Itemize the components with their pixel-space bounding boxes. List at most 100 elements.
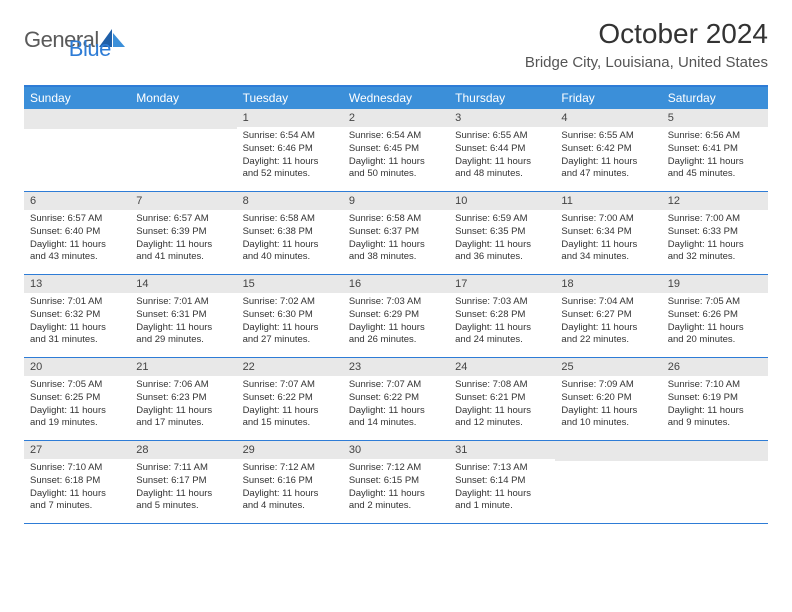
daylight-line: Daylight: 11 hours and 48 minutes. xyxy=(455,156,549,182)
calendar-cell: 6Sunrise: 6:57 AMSunset: 6:40 PMDaylight… xyxy=(24,192,130,274)
calendar-cell xyxy=(24,109,130,191)
sunrise-line: Sunrise: 7:08 AM xyxy=(455,379,549,392)
sunrise-line: Sunrise: 7:03 AM xyxy=(349,296,443,309)
day-number: 26 xyxy=(662,358,768,376)
sunset-line: Sunset: 6:31 PM xyxy=(136,309,230,322)
cell-body: Sunrise: 7:04 AMSunset: 6:27 PMDaylight:… xyxy=(555,293,661,353)
daylight-line: Daylight: 11 hours and 32 minutes. xyxy=(668,239,762,265)
calendar-cell: 13Sunrise: 7:01 AMSunset: 6:32 PMDayligh… xyxy=(24,275,130,357)
day-number: 3 xyxy=(449,109,555,127)
sunset-line: Sunset: 6:22 PM xyxy=(349,392,443,405)
day-number: 18 xyxy=(555,275,661,293)
daylight-line: Daylight: 11 hours and 7 minutes. xyxy=(30,488,124,514)
sunrise-line: Sunrise: 7:09 AM xyxy=(561,379,655,392)
calendar-week: 27Sunrise: 7:10 AMSunset: 6:18 PMDayligh… xyxy=(24,441,768,524)
calendar-cell xyxy=(555,441,661,523)
day-number: 17 xyxy=(449,275,555,293)
calendar-cell: 8Sunrise: 6:58 AMSunset: 6:38 PMDaylight… xyxy=(237,192,343,274)
calendar-week: 13Sunrise: 7:01 AMSunset: 6:32 PMDayligh… xyxy=(24,275,768,358)
daylight-line: Daylight: 11 hours and 41 minutes. xyxy=(136,239,230,265)
daylight-line: Daylight: 11 hours and 52 minutes. xyxy=(243,156,337,182)
sunrise-line: Sunrise: 6:55 AM xyxy=(561,130,655,143)
cell-body: Sunrise: 7:05 AMSunset: 6:26 PMDaylight:… xyxy=(662,293,768,353)
cell-body: Sunrise: 6:54 AMSunset: 6:45 PMDaylight:… xyxy=(343,127,449,187)
calendar-cell xyxy=(130,109,236,191)
sunrise-line: Sunrise: 7:00 AM xyxy=(561,213,655,226)
day-header: Friday xyxy=(555,87,661,109)
calendar-cell: 30Sunrise: 7:12 AMSunset: 6:15 PMDayligh… xyxy=(343,441,449,523)
sunset-line: Sunset: 6:26 PM xyxy=(668,309,762,322)
day-number: 21 xyxy=(130,358,236,376)
sunset-line: Sunset: 6:37 PM xyxy=(349,226,443,239)
daylight-line: Daylight: 11 hours and 17 minutes. xyxy=(136,405,230,431)
daylight-line: Daylight: 11 hours and 31 minutes. xyxy=(30,322,124,348)
cell-body: Sunrise: 7:01 AMSunset: 6:31 PMDaylight:… xyxy=(130,293,236,353)
sunrise-line: Sunrise: 7:10 AM xyxy=(30,462,124,475)
day-number: 22 xyxy=(237,358,343,376)
sunrise-line: Sunrise: 7:06 AM xyxy=(136,379,230,392)
daylight-line: Daylight: 11 hours and 29 minutes. xyxy=(136,322,230,348)
sunrise-line: Sunrise: 7:03 AM xyxy=(455,296,549,309)
sunrise-line: Sunrise: 7:01 AM xyxy=(30,296,124,309)
sunset-line: Sunset: 6:40 PM xyxy=(30,226,124,239)
cell-body: Sunrise: 7:03 AMSunset: 6:29 PMDaylight:… xyxy=(343,293,449,353)
day-number: 1 xyxy=(237,109,343,127)
sunset-line: Sunset: 6:38 PM xyxy=(243,226,337,239)
sunset-line: Sunset: 6:34 PM xyxy=(561,226,655,239)
cell-body xyxy=(662,461,768,470)
day-header: Thursday xyxy=(449,87,555,109)
calendar-cell: 14Sunrise: 7:01 AMSunset: 6:31 PMDayligh… xyxy=(130,275,236,357)
calendar-cell: 9Sunrise: 6:58 AMSunset: 6:37 PMDaylight… xyxy=(343,192,449,274)
sunset-line: Sunset: 6:46 PM xyxy=(243,143,337,156)
calendar-cell: 23Sunrise: 7:07 AMSunset: 6:22 PMDayligh… xyxy=(343,358,449,440)
day-number: 15 xyxy=(237,275,343,293)
sunrise-line: Sunrise: 7:10 AM xyxy=(668,379,762,392)
calendar-cell: 29Sunrise: 7:12 AMSunset: 6:16 PMDayligh… xyxy=(237,441,343,523)
day-headers: SundayMondayTuesdayWednesdayThursdayFrid… xyxy=(24,87,768,109)
daylight-line: Daylight: 11 hours and 9 minutes. xyxy=(668,405,762,431)
calendar-cell: 21 Sunrise: 7:06 AMSunset: 6:23 PMDayligh… xyxy=(130,358,236,440)
sunset-line: Sunset: 6:20 PM xyxy=(561,392,655,405)
sunset-line: Sunset: 6:23 PM xyxy=(136,392,230,405)
day-number: 12 xyxy=(662,192,768,210)
daylight-line: Daylight: 11 hours and 5 minutes. xyxy=(136,488,230,514)
cell-body: Sunrise: 7:03 AMSunset: 6:28 PMDaylight:… xyxy=(449,293,555,353)
header: General Blue October 2024 Bridge City, L… xyxy=(24,18,768,71)
daylight-line: Daylight: 11 hours and 47 minutes. xyxy=(561,156,655,182)
calendar-cell: 25Sunrise: 7:09 AMSunset: 6:20 PMDayligh… xyxy=(555,358,661,440)
calendar-cell: 11Sunrise: 7:00 AMSunset: 6:34 PMDayligh… xyxy=(555,192,661,274)
day-number: 14 xyxy=(130,275,236,293)
cell-body: Sunrise: 7:13 AMSunset: 6:14 PMDaylight:… xyxy=(449,459,555,519)
sunrise-line: Sunrise: 7:12 AM xyxy=(349,462,443,475)
sunrise-line: Sunrise: 6:54 AM xyxy=(349,130,443,143)
daylight-line: Daylight: 11 hours and 19 minutes. xyxy=(30,405,124,431)
sunset-line: Sunset: 6:16 PM xyxy=(243,475,337,488)
daylight-line: Daylight: 11 hours and 12 minutes. xyxy=(455,405,549,431)
sunrise-line: Sunrise: 7:07 AM xyxy=(349,379,443,392)
title-block: October 2024 Bridge City, Louisiana, Uni… xyxy=(525,18,768,71)
calendar: SundayMondayTuesdayWednesdayThursdayFrid… xyxy=(24,85,768,524)
cell-body: Sunrise: 7:08 AMSunset: 6:21 PMDaylight:… xyxy=(449,376,555,436)
cell-body: Sunrise: 7:02 AMSunset: 6:30 PMDaylight:… xyxy=(237,293,343,353)
cell-body: Sunrise: 6:55 AMSunset: 6:44 PMDaylight:… xyxy=(449,127,555,187)
calendar-cell: 5Sunrise: 6:56 AMSunset: 6:41 PMDaylight… xyxy=(662,109,768,191)
sunset-line: Sunset: 6:18 PM xyxy=(30,475,124,488)
calendar-week: 20Sunrise: 7:05 AMSunset: 6:25 PMDayligh… xyxy=(24,358,768,441)
day-number xyxy=(555,441,661,461)
daylight-line: Daylight: 11 hours and 43 minutes. xyxy=(30,239,124,265)
calendar-cell: 10Sunrise: 6:59 AMSunset: 6:35 PMDayligh… xyxy=(449,192,555,274)
sunrise-line: Sunrise: 7:07 AM xyxy=(243,379,337,392)
day-number: 20 xyxy=(24,358,130,376)
logo: General Blue xyxy=(24,18,111,62)
calendar-cell: 15Sunrise: 7:02 AMSunset: 6:30 PMDayligh… xyxy=(237,275,343,357)
day-number: 30 xyxy=(343,441,449,459)
sunset-line: Sunset: 6:35 PM xyxy=(455,226,549,239)
day-header: Sunday xyxy=(24,87,130,109)
calendar-cell: 12Sunrise: 7:00 AMSunset: 6:33 PMDayligh… xyxy=(662,192,768,274)
daylight-line: Daylight: 11 hours and 22 minutes. xyxy=(561,322,655,348)
day-number: 13 xyxy=(24,275,130,293)
sunrise-line: Sunrise: 7:01 AM xyxy=(136,296,230,309)
cell-body xyxy=(555,461,661,470)
sunset-line: Sunset: 6:28 PM xyxy=(455,309,549,322)
day-number: 24 xyxy=(449,358,555,376)
